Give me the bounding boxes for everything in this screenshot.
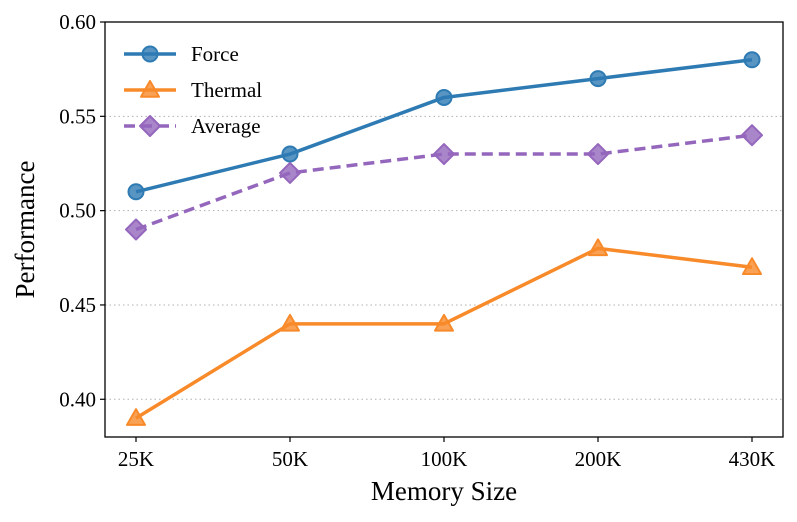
data-point-thermal	[588, 238, 608, 257]
legend-label-thermal: Thermal	[191, 78, 262, 102]
y-tick-label: 0.40	[59, 387, 96, 411]
legend-marker-force	[141, 45, 159, 63]
legend-label-average: Average	[191, 114, 261, 138]
data-point-thermal	[742, 257, 762, 275]
data-point-force	[127, 183, 145, 201]
x-axis-title: Memory Size	[371, 476, 517, 506]
legend-item-average: Average	[124, 114, 261, 138]
y-tick-label: 0.55	[59, 104, 96, 128]
data-point-average	[279, 161, 301, 184]
data-point-average	[741, 124, 763, 147]
legend: Force Thermal Average	[124, 42, 262, 138]
legend-marker-thermal	[140, 80, 160, 98]
x-tick-label: 200K	[575, 447, 622, 471]
data-point-force	[281, 145, 299, 163]
data-point-average	[125, 218, 147, 241]
data-point-force	[743, 51, 761, 69]
y-tick-label: 0.45	[59, 293, 96, 317]
series-average	[125, 124, 763, 241]
series-thermal	[126, 238, 762, 426]
gridlines	[105, 115, 783, 400]
y-tick-label: 0.60	[59, 10, 96, 34]
legend-marker-average	[139, 115, 161, 137]
y-axis-title: Performance	[10, 161, 40, 299]
data-point-thermal	[280, 313, 300, 332]
x-tick-label: 25K	[118, 447, 154, 471]
series-line-thermal	[135, 246, 753, 420]
data-point-force	[589, 70, 607, 88]
series-layer	[125, 51, 763, 426]
data-point-average	[433, 143, 455, 166]
x-tick-label: 50K	[272, 447, 308, 471]
axis-ticks: 0.40 0.45 0.50 0.55 0.60 25K 50K 100K 200K 430K	[59, 10, 775, 471]
data-point-thermal	[434, 313, 454, 332]
x-tick-label: 430K	[729, 447, 776, 471]
legend-label-force: Force	[191, 42, 239, 66]
y-tick-label: 0.50	[59, 199, 96, 223]
series-force	[127, 51, 761, 201]
x-tick-label: 100K	[421, 447, 468, 471]
series-line-average	[135, 133, 753, 232]
data-point-average	[587, 143, 609, 166]
legend-item-thermal: Thermal	[124, 78, 262, 102]
data-point-force	[435, 88, 453, 106]
data-point-thermal	[126, 408, 146, 426]
legend-item-force: Force	[124, 42, 239, 66]
